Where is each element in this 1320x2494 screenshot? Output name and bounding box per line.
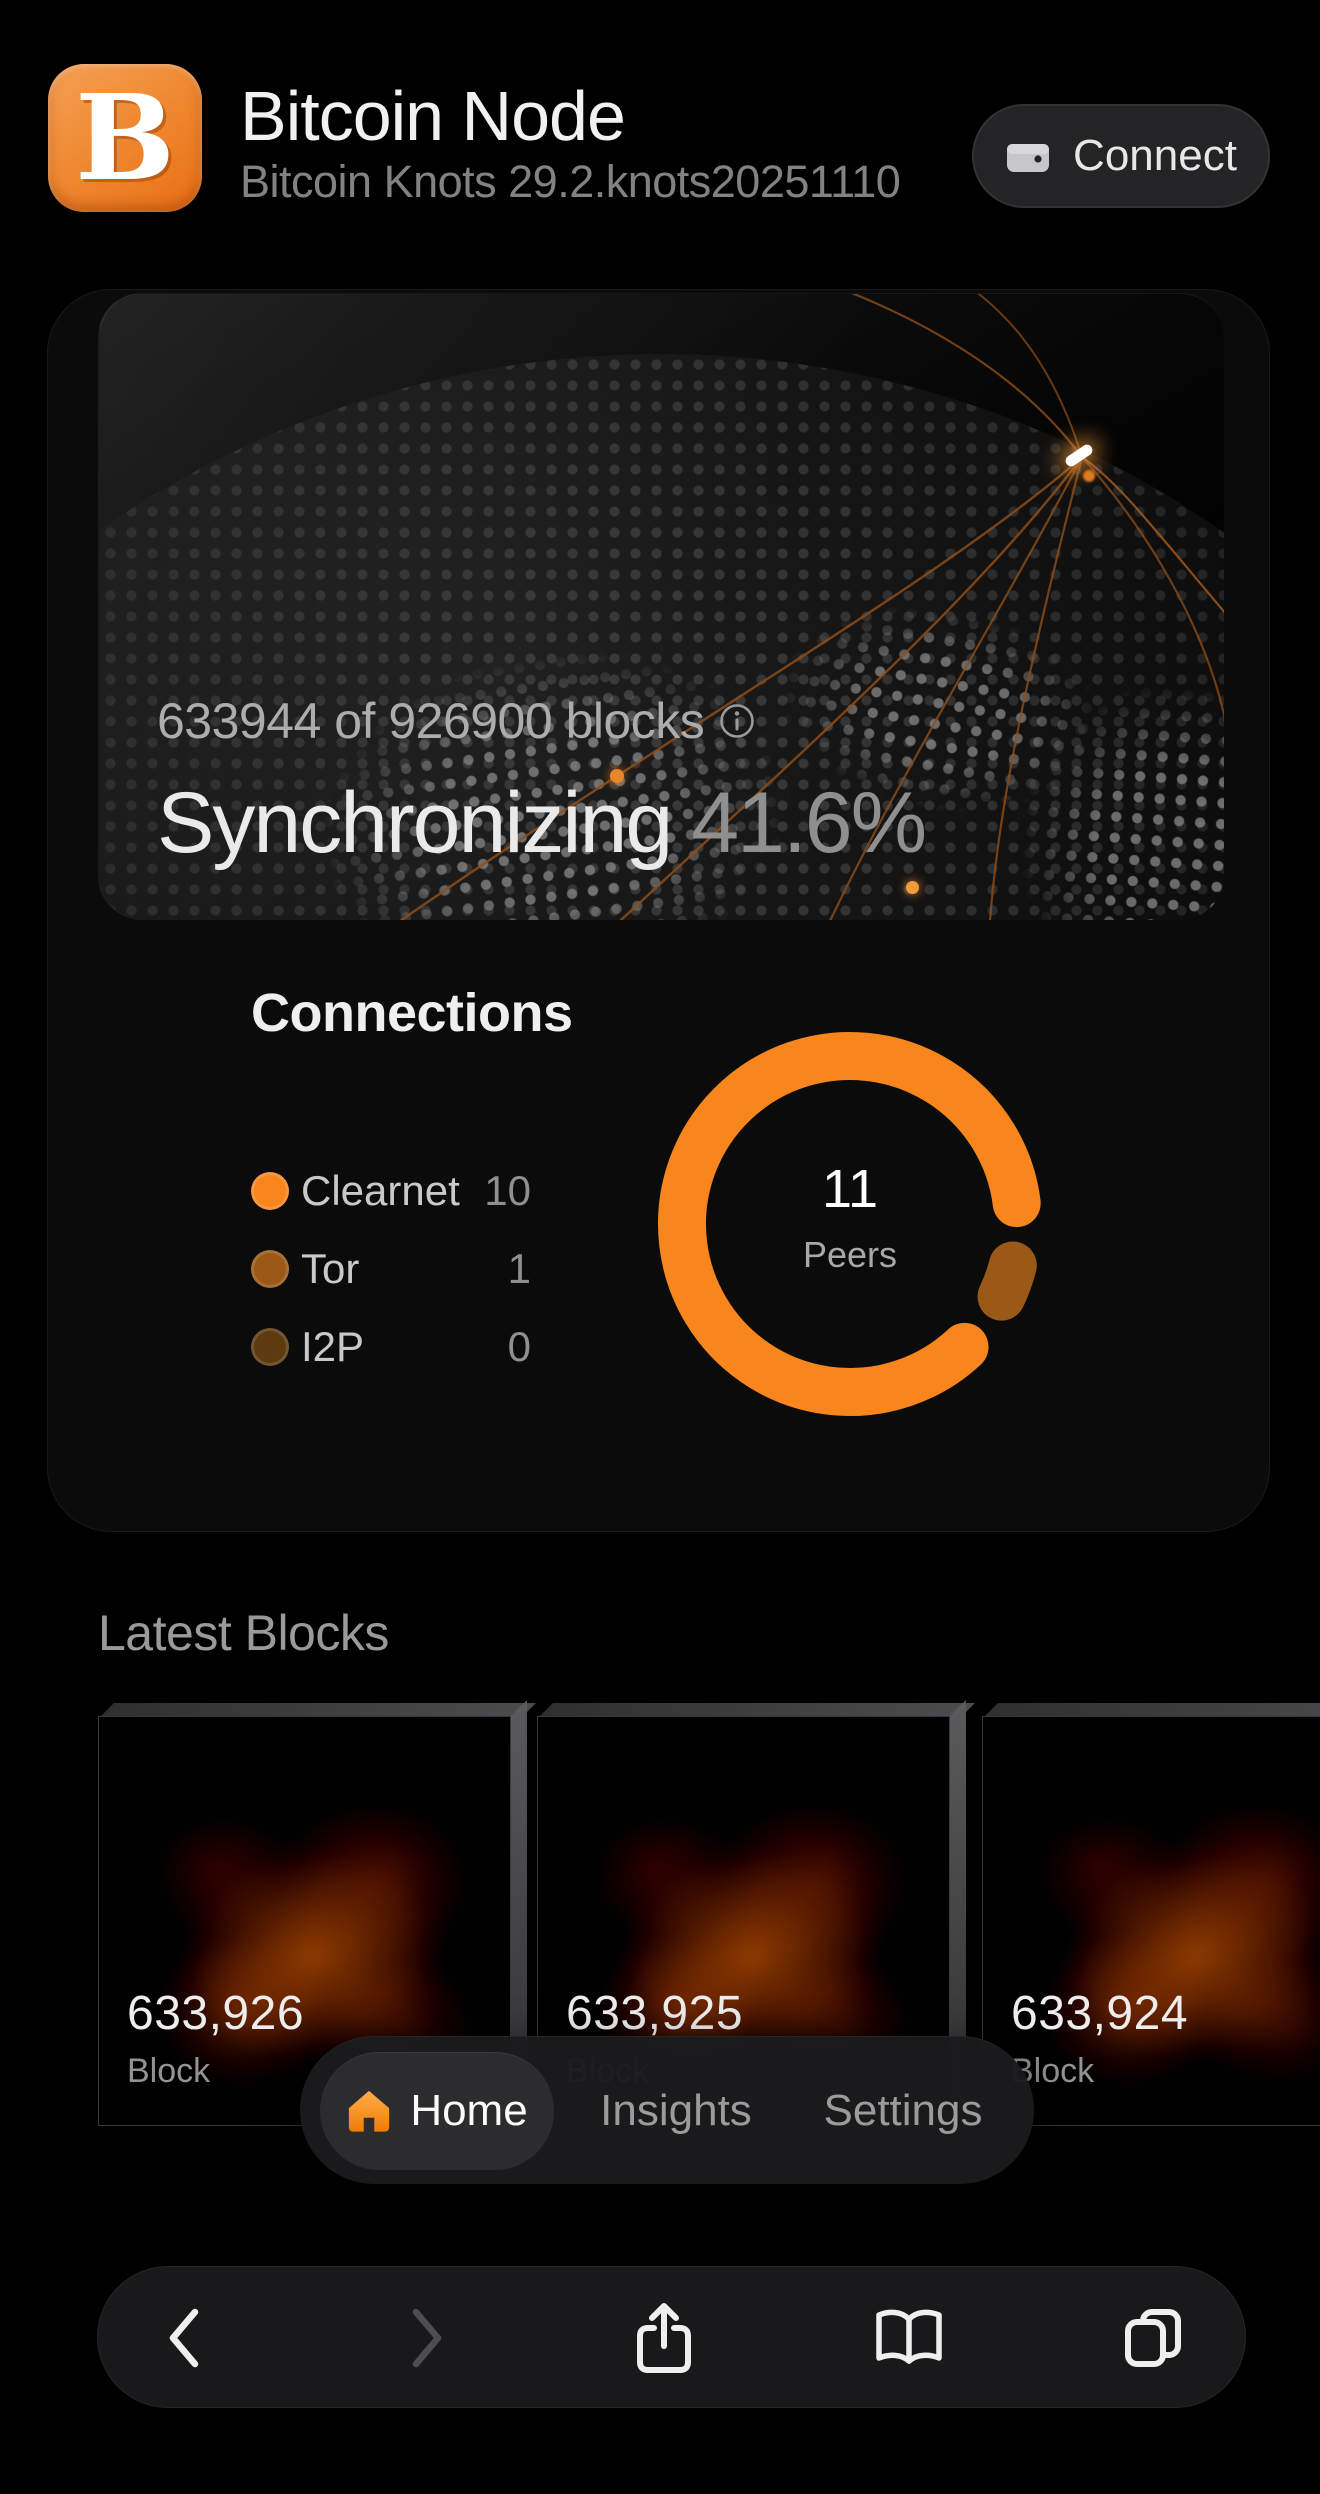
tab-settings[interactable]: Settings: [823, 2086, 983, 2135]
i2p-dot: [251, 1328, 289, 1366]
globe-illustration: [100, 354, 1224, 920]
peer-dot: [906, 881, 919, 894]
block-art-image: [983, 1717, 1320, 2125]
house-icon: [349, 2090, 390, 2132]
back-button[interactable]: [123, 2267, 243, 2409]
connect-button-label: Connect: [1073, 131, 1237, 180]
tabs-button[interactable]: [1093, 2267, 1213, 2409]
bookmarks-button[interactable]: [849, 2267, 969, 2409]
block-card[interactable]: 633,924 Block: [982, 1703, 1320, 2126]
legend-item-tor: Tor 1: [251, 1245, 531, 1292]
tor-dot: [251, 1250, 289, 1288]
info-icon[interactable]: [718, 702, 756, 740]
tab-home-label: Home: [410, 2086, 528, 2135]
sync-info: 633944 of 926900 blocks Synchronizing 41.…: [157, 692, 927, 873]
back-icon: [169, 2308, 199, 2368]
tab-home[interactable]: Home: [320, 2052, 554, 2170]
block-height: 633,925: [566, 1987, 744, 2040]
forward-button[interactable]: [368, 2267, 488, 2409]
peers-count: 11: [821, 1159, 879, 1219]
browser-toolbar: [97, 2266, 1246, 2408]
clearnet-dot: [251, 1172, 289, 1210]
book-icon: [876, 2309, 942, 2364]
block-height: 633,926: [127, 1987, 305, 2040]
tabs-icon: [1125, 2309, 1181, 2367]
node-status-card: 633944 of 926900 blocks Synchronizing 41.…: [47, 289, 1270, 1532]
tab-insights[interactable]: Insights: [600, 2086, 752, 2135]
peers-label: Peers: [802, 1234, 898, 1275]
connections-title: Connections: [251, 983, 573, 1043]
share-button[interactable]: [604, 2267, 724, 2409]
sync-status-label: Synchronizing: [157, 775, 673, 871]
app-logo: B: [48, 64, 202, 212]
globe-panel: 633944 of 926900 blocks Synchronizing 41.…: [98, 293, 1224, 920]
connections-donut-chart: 11 Peers: [650, 1024, 1050, 1424]
forward-icon: [412, 2308, 442, 2368]
bottom-nav: Home Insights Settings: [300, 2036, 1034, 2184]
block-height: 633,924: [1011, 1987, 1189, 2040]
connect-button[interactable]: Connect: [972, 104, 1270, 208]
latest-blocks-title: Latest Blocks: [98, 1605, 389, 1661]
block-label: Block: [127, 2052, 211, 2090]
legend-item-clearnet: Clearnet 10: [251, 1167, 531, 1214]
sync-percent: 41.6%: [691, 775, 927, 871]
blocks-progress-text: 633944 of 926900 blocks: [157, 693, 705, 749]
legend-item-i2p: I2P 0: [251, 1323, 531, 1370]
page-title: Bitcoin Node: [240, 77, 626, 155]
peer-dot: [610, 769, 624, 783]
network-arcs: [399, 294, 1224, 920]
wallet-icon: [1007, 144, 1050, 172]
share-icon: [637, 2303, 691, 2373]
bitcoin-knots-logo-icon: B: [75, 68, 175, 207]
app-version-subtitle: Bitcoin Knots 29.2.knots20251110: [240, 156, 901, 207]
